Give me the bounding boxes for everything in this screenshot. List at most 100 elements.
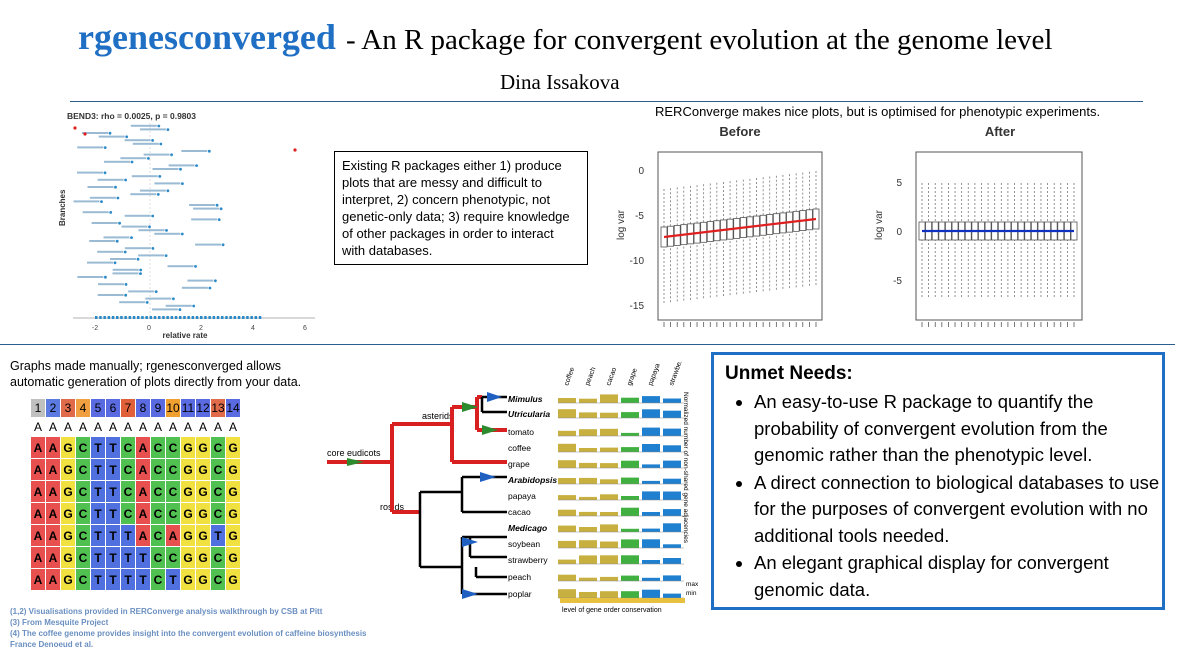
tree-bar: [600, 494, 618, 500]
alignment-column-number: 14: [225, 398, 241, 418]
scatter-point: [165, 229, 168, 232]
scatter-xtick: 6: [303, 325, 307, 332]
alignment-cell: C: [75, 480, 91, 503]
alignment-cell: G: [180, 546, 196, 569]
alignment-cell: G: [195, 502, 211, 525]
scatter-point-label: [104, 160, 130, 163]
alignment-cell: G: [60, 524, 76, 547]
alignment-column-number: 9: [150, 398, 166, 418]
scatter-point: [103, 171, 107, 175]
tree-bar: [600, 524, 618, 532]
alignment-column-number: 7: [120, 398, 136, 418]
scatter-rug: [221, 316, 224, 319]
tree-bar: [558, 525, 576, 532]
tree-bar: [558, 540, 576, 548]
tree-bar: [579, 496, 597, 500]
scatter-point: [207, 149, 211, 153]
alignment-column-number: 11: [180, 398, 196, 418]
scatter-point-label: [82, 211, 109, 214]
alignment-cell: C: [165, 480, 181, 503]
scatter-point-label: [151, 308, 178, 311]
scatter-point: [139, 268, 143, 272]
tree-bar: [642, 528, 660, 532]
scatter-rug: [233, 316, 237, 319]
scatter-point-label: [124, 247, 151, 250]
trend-line: [663, 217, 817, 239]
alignment-cell: A: [120, 417, 136, 437]
after-ytick: 5: [896, 178, 902, 189]
scatter-point-label: [121, 225, 148, 228]
scatter-rug: [153, 316, 157, 319]
scatter-rug: [103, 316, 106, 319]
scatter-rug: [179, 316, 182, 319]
alignment-column-number: 6: [105, 398, 121, 418]
scatter-point-label: [124, 139, 151, 142]
alignment-cell: A: [45, 480, 61, 503]
tree-column-label: papaya: [647, 363, 661, 387]
alignment-cell: A: [30, 502, 46, 525]
alignment-cell: T: [105, 480, 121, 503]
alignment-cell: A: [45, 417, 61, 437]
reference-line: France Denoeud et al.: [10, 640, 94, 649]
scatter-point: [147, 157, 150, 160]
alignment-cell: A: [30, 417, 46, 437]
alignment-cell: A: [90, 417, 106, 437]
alignment-cell: G: [180, 480, 196, 503]
tree-bar: [600, 576, 618, 581]
tree-bar: [642, 444, 660, 452]
scatter-point-label: [132, 142, 159, 145]
alignment-cell: G: [225, 458, 241, 481]
scatter-point: [151, 247, 155, 250]
tree-taxon-label: tomato: [508, 427, 534, 437]
tree-bar: [642, 464, 660, 468]
scatter-rug: [212, 316, 216, 319]
tree-bar: [579, 448, 597, 452]
alignment-cell: A: [135, 502, 151, 525]
scatter-point-label: [112, 272, 139, 275]
tree-bar: [579, 412, 597, 418]
alignment-cell: A: [45, 524, 61, 547]
scatter-point: [118, 221, 121, 225]
scatter-point-label: [77, 146, 104, 149]
scatter-point-label: [139, 189, 166, 192]
alignment-cell: G: [180, 436, 196, 459]
alignment-cell: C: [120, 458, 136, 481]
alignment-cell: C: [210, 568, 226, 591]
poster-title: rgenesconverged - An R package for conver…: [78, 16, 1052, 58]
scatter-rug: [132, 316, 136, 319]
alignment-cell: A: [165, 524, 181, 547]
need-item: An elegant graphical display for converg…: [754, 550, 1162, 603]
top-divider: [70, 101, 1143, 102]
scatter-point: [178, 308, 182, 311]
alignment-cell: A: [45, 436, 61, 459]
tree-bar: [558, 398, 576, 403]
scatter-point: [136, 257, 140, 261]
scatter-xtick: 4: [251, 325, 255, 332]
alignment-cell: A: [45, 458, 61, 481]
scatter-point-label: [181, 286, 208, 289]
scatter-rug: [145, 316, 148, 319]
scatter-point-label: [152, 168, 179, 170]
scatter-point: [293, 148, 297, 152]
alignment-cell: T: [90, 436, 106, 459]
scatter-point-label: [98, 135, 125, 138]
scatter-point: [104, 275, 107, 279]
alignment-cell: A: [180, 417, 196, 437]
scatter-point-label: [195, 243, 222, 246]
scatter-point: [156, 193, 160, 196]
alignment-cell: C: [120, 502, 136, 525]
scatter-rug: [158, 316, 161, 319]
scatter-ylabel: Branches: [58, 189, 67, 226]
problem-statement-box: Existing R packages either 1) produce pl…: [334, 151, 588, 265]
scatter-rug: [95, 316, 98, 319]
scatter-point: [166, 128, 170, 131]
unmet-needs-list: An easy-to-use R package to quantify the…: [714, 389, 1162, 603]
tree-bar: [600, 479, 618, 484]
scatter-rug: [162, 316, 165, 319]
need-item: An easy-to-use R package to quantify the…: [754, 389, 1162, 469]
scatter-point-label: [112, 268, 139, 271]
before-ytick: -10: [630, 256, 645, 267]
tree-column-label: peach: [584, 366, 597, 386]
